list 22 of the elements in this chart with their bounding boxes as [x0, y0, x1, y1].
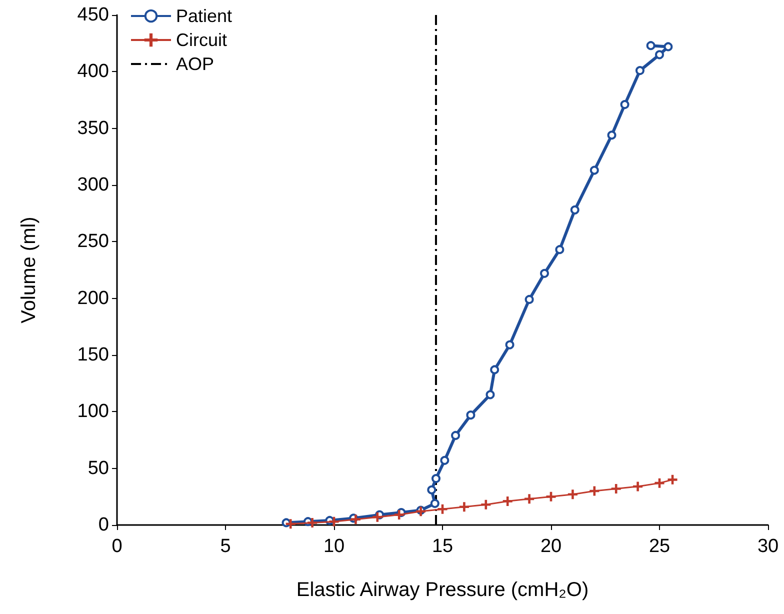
x-tick-label: 10: [323, 536, 345, 557]
x-axis-title: Elastic Airway Pressure (cmH₂O): [296, 579, 589, 601]
x-tick-label: 15: [432, 536, 454, 557]
legend-label: AOP: [176, 54, 214, 74]
y-tick-label: 400: [77, 61, 109, 82]
y-tick-label: 0: [98, 514, 109, 536]
x-tick-label: 20: [540, 536, 562, 557]
y-tick-label: 350: [77, 118, 109, 139]
x-tick-label: 30: [757, 536, 779, 557]
y-tick-label: 450: [77, 4, 109, 26]
x-tick-label: 5: [220, 536, 231, 557]
legend-label: Patient: [176, 6, 232, 26]
x-tick-label: 25: [648, 536, 670, 557]
y-tick-label: 200: [77, 288, 109, 309]
y-axis-title: Volume (ml): [18, 216, 40, 324]
y-tick-label: 150: [77, 344, 109, 366]
y-tick-label: 300: [77, 174, 109, 196]
legend-label: Circuit: [176, 30, 228, 50]
y-tick-label: 250: [77, 231, 109, 252]
y-tick-label: 50: [88, 458, 109, 479]
y-tick-label: 100: [77, 401, 109, 422]
x-tick-label: 0: [112, 536, 122, 557]
